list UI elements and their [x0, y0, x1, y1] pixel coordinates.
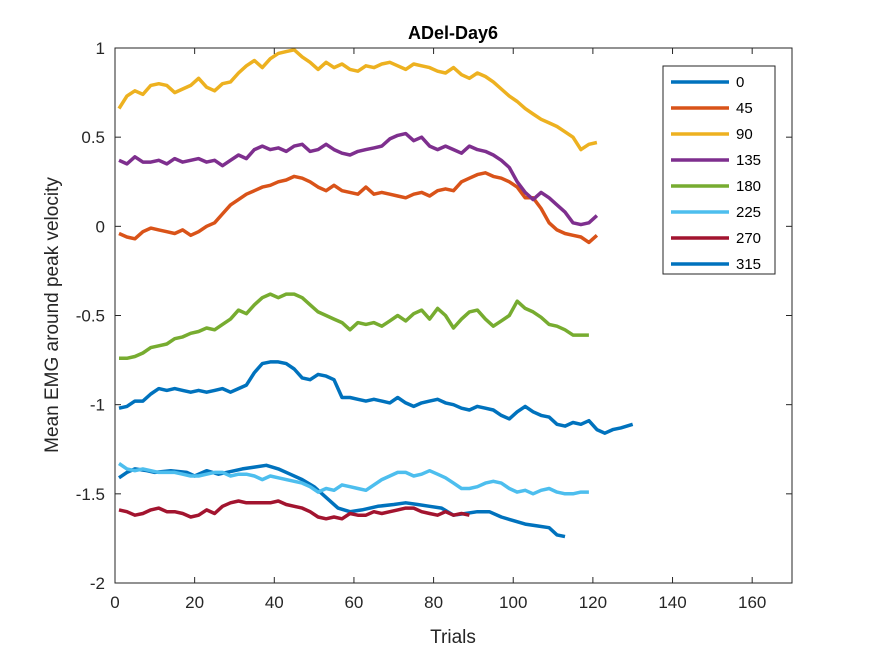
legend-entry-135: 135 — [671, 152, 761, 169]
chart-title: ADel-Day6 — [408, 23, 498, 43]
x-tick-label: 60 — [344, 593, 363, 612]
x-tick-label: 100 — [499, 593, 527, 612]
x-tick-label: 40 — [265, 593, 284, 612]
legend-label: 45 — [736, 100, 753, 117]
legend: 0 45 90 135 180 225 270 315 — [662, 65, 776, 275]
legend-label: 90 — [736, 126, 753, 143]
series-layer — [117, 48, 634, 539]
legend-label: 135 — [736, 152, 761, 169]
y-tick-label: -1 — [90, 396, 105, 415]
legend-label: 270 — [736, 230, 761, 247]
series-line-315 — [118, 360, 634, 435]
x-tick-label: 140 — [658, 593, 686, 612]
series-line-45 — [118, 171, 599, 245]
ticks-layer: 0 20 40 60 80 100 120 140 160 -2 -1.5 -1 -0.5 0 0.5 1 — [76, 39, 792, 612]
y-tick-label: -0.5 — [76, 307, 105, 326]
legend-entry-225: 225 — [671, 204, 761, 221]
series-line-270 — [118, 499, 470, 521]
legend-entry-315: 315 — [671, 256, 761, 273]
legend-label: 0 — [736, 74, 744, 91]
x-tick-label: 20 — [185, 593, 204, 612]
y-tick-label: 0.5 — [81, 128, 105, 147]
legend-entry-180: 180 — [671, 178, 761, 195]
x-tick-label: 80 — [424, 593, 443, 612]
y-tick-label: -1.5 — [76, 485, 105, 504]
series-line-180 — [119, 292, 589, 361]
legend-items: 0 45 90 135 180 225 270 315 — [671, 74, 761, 273]
legend-label: 315 — [736, 256, 761, 273]
y-tick-label: -2 — [90, 574, 105, 593]
legend-entry-0: 0 — [671, 74, 744, 91]
legend-label: 225 — [736, 204, 761, 221]
legend-label: 180 — [736, 178, 761, 195]
series-line-135 — [118, 131, 599, 227]
x-tick-label: 160 — [738, 593, 766, 612]
legend-entry-45: 45 — [671, 100, 753, 117]
x-tick-label: 120 — [579, 593, 607, 612]
legend-entry-90: 90 — [671, 126, 753, 143]
series-line-225 — [118, 462, 589, 496]
series-line-90 — [117, 48, 598, 152]
y-tick-label: 0 — [96, 217, 105, 236]
x-tick-label: 0 — [110, 593, 119, 612]
y-axis-label: Mean EMG around peak velocity — [42, 177, 63, 453]
x-axis-label: Trials — [430, 627, 476, 648]
y-tick-label: 1 — [96, 39, 105, 58]
legend-entry-270: 270 — [671, 230, 761, 247]
